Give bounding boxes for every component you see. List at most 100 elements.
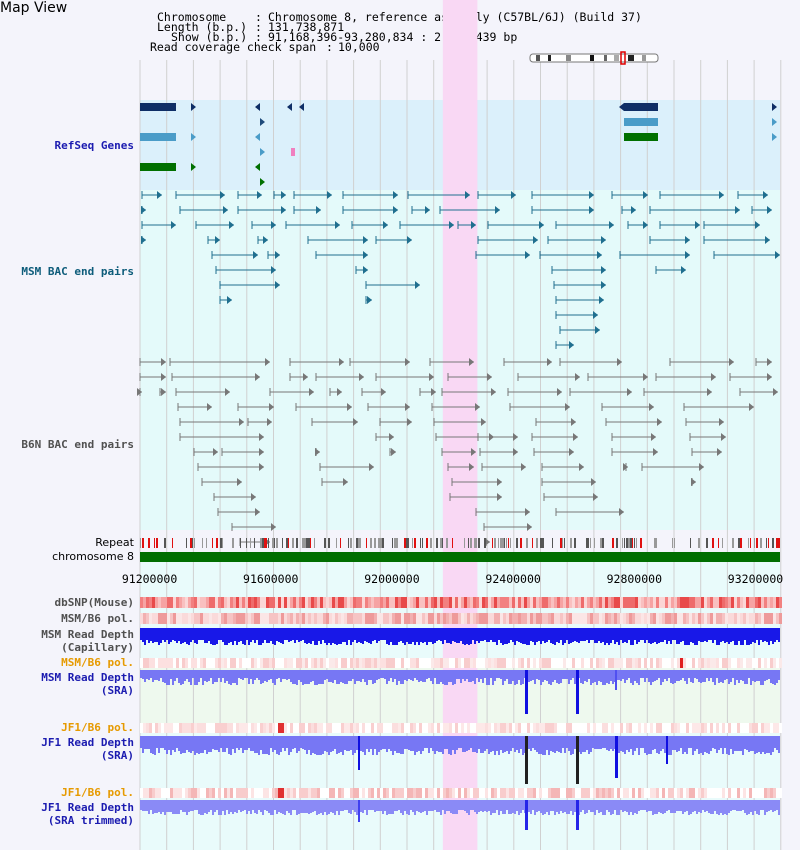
repeat-element	[302, 538, 304, 548]
track-label-msm-bac[interactable]: MSM BAC end pairs	[21, 265, 134, 278]
jf1-trimmed-depth-bar	[246, 800, 248, 814]
msm-b6-pol-bin	[323, 613, 326, 624]
jf1-b6-pol-bin	[674, 723, 677, 733]
jf1-trimmed-depth-bar	[614, 800, 616, 810]
jf1-trimmed-depth-bar	[296, 800, 298, 815]
b6n-bac-pair-end	[239, 418, 244, 426]
jf1-trimmed-depth-bar	[670, 800, 672, 813]
capillary-depth-bar	[650, 628, 652, 644]
jf1-sra-depth-bar	[398, 736, 400, 753]
msm-sra-depth-bar	[692, 670, 694, 683]
jf1-sra-depth-bar	[476, 736, 478, 753]
jf1-trimmed-depth-bar	[366, 800, 368, 815]
msm-sra-depth-bar	[496, 670, 498, 678]
jf1-sra-depth-bar	[594, 736, 596, 749]
jf1-b6-pol-bin	[299, 788, 302, 798]
jf1-b6-pol-bin	[671, 788, 674, 798]
jf1-b6-pol-bin	[776, 788, 779, 798]
jf1-trimmed-depth-bar	[764, 800, 766, 815]
capillary-depth-bar	[768, 628, 770, 645]
msm-b6-pol-bin	[755, 613, 758, 624]
jf1-sra-depth-bar	[628, 736, 630, 752]
msm-sra-depth-bar	[146, 670, 148, 679]
track-label-jf1-depth-trim[interactable]: JF1 Read Depth	[41, 801, 134, 814]
jf1-trimmed-depth-bar	[770, 800, 772, 810]
msm-b6-pol-bin	[716, 613, 719, 624]
jf1-sra-depth-bar	[256, 736, 258, 753]
track-label-msm-b6-pol[interactable]: MSM/B6 pol.	[61, 612, 134, 625]
msm-b6-pol-sra-bin	[461, 658, 464, 668]
jf1-trimmed-depth-bar	[344, 800, 346, 810]
dbsnp-bin	[668, 597, 671, 608]
track-label-jf1-b6-pol[interactable]: JF1/B6 pol.	[61, 721, 134, 734]
msm-b6-pol-bin	[611, 613, 614, 624]
msm-sra-depth-bar	[338, 670, 340, 684]
capillary-depth-bar	[380, 628, 382, 640]
capillary-depth-bar	[382, 628, 384, 640]
b6n-bac-pair-end	[547, 358, 552, 366]
track-label-msm-depth-capillary[interactable]: MSM Read Depth	[41, 628, 134, 641]
msm-b6-pol-bin	[419, 613, 422, 624]
track-label-repeat[interactable]: Repeat	[95, 536, 134, 549]
jf1-trimmed-depth-bar	[460, 800, 462, 810]
msm-b6-pol-sra-bin	[659, 658, 662, 668]
track-label-dbsnp[interactable]: dbSNP(Mouse)	[54, 596, 134, 609]
msm-sra-depth-bar	[352, 670, 354, 679]
capillary-depth-bar	[540, 628, 542, 644]
jf1-b6-pol-bin	[320, 723, 323, 733]
jf1-trimmed-depth-bar	[166, 800, 168, 812]
jf1-trimmed-depth-bar	[172, 800, 174, 814]
track-label-jf1-depth-sra[interactable]: JF1 Read Depth	[41, 736, 134, 749]
track-label-msm-depth-sra[interactable]: MSM Read Depth	[41, 671, 134, 684]
jf1-trimmed-depth-bar	[664, 800, 666, 813]
jf1-trimmed-depth-bar	[750, 800, 752, 812]
jf1-sra-depth-bar	[620, 736, 622, 751]
dbsnp-bin	[428, 597, 431, 608]
capillary-depth-bar	[386, 628, 388, 644]
dbsnp-bin	[467, 597, 470, 608]
jf1-trimmed-depth-bar	[746, 800, 748, 815]
capillary-depth-bar	[438, 628, 440, 640]
jf1-trimmed-depth-bar	[490, 800, 492, 815]
repeat-element	[304, 538, 306, 548]
repeat-element	[474, 538, 476, 548]
jf1-trimmed-depth-bar	[642, 800, 644, 810]
jf1-b6-pol-bin	[767, 788, 770, 798]
jf1-trimmed-depth-bar	[608, 800, 610, 812]
dbsnp-bin	[464, 597, 467, 608]
jf1-b6-pol-bin	[212, 788, 215, 798]
jf1-b6-pol-bin	[314, 723, 317, 733]
jf1-trimmed-depth-bar	[494, 800, 496, 813]
msm-sra-depth-bar	[364, 670, 366, 682]
jf1-sra-depth-bar	[624, 736, 626, 754]
jf1-sra-depth-bar	[684, 736, 686, 752]
track-label-chromosome[interactable]: chromosome 8	[52, 550, 134, 563]
dbsnp-bin	[143, 597, 146, 608]
msm-sra-depth-bar	[500, 670, 502, 679]
capillary-depth-bar	[464, 628, 466, 645]
msm-sra-depth-bar	[264, 670, 266, 681]
msm-sra-depth-bar	[178, 670, 180, 683]
jf1-trimmed-depth-bar	[352, 800, 354, 810]
jf1-b6-pol-bin	[242, 723, 245, 733]
dbsnp-bin	[275, 597, 278, 608]
msm-b6-pol-bin	[596, 613, 599, 624]
msm-b6-pol-bin	[752, 613, 755, 624]
jf1-sra-depth-bar	[382, 736, 384, 749]
msm-b6-pol-bin	[320, 613, 323, 624]
jf1-sra-depth-bar	[634, 736, 636, 751]
msm-b6-pol-bin	[554, 613, 557, 624]
repeat-element	[760, 538, 762, 548]
capillary-depth-bar	[658, 628, 660, 643]
track-label-jf1-b6-pol-2[interactable]: JF1/B6 pol.	[61, 786, 134, 799]
track-label-msm-b6-pol-sra[interactable]: MSM/B6 pol.	[61, 656, 134, 669]
jf1-trimmed-depth-bar	[712, 800, 714, 814]
msm-b6-pol-sra-bin	[275, 658, 278, 668]
track-label-b6n-bac[interactable]: B6N BAC end pairs	[21, 438, 134, 451]
jf1-trimmed-depth-bar	[154, 800, 156, 813]
capillary-depth-bar	[454, 628, 456, 642]
track-label-refseq[interactable]: RefSeq Genes	[54, 139, 134, 152]
repeat-element	[260, 538, 262, 548]
highlight-region	[442, 0, 478, 850]
